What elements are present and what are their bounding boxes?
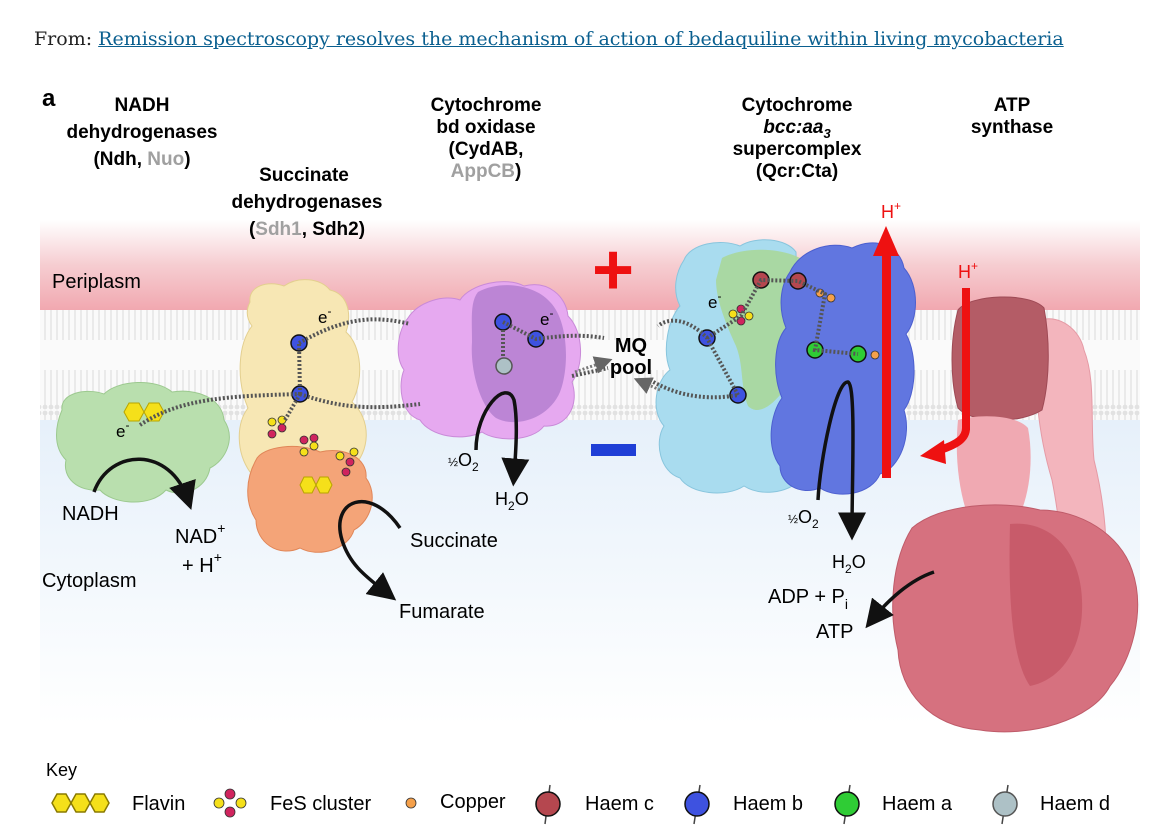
ndh-electron: e- xyxy=(116,418,129,441)
svg-text:dehydrogenases: dehydrogenases xyxy=(232,192,383,213)
proton-label-atp: H+ xyxy=(958,259,978,282)
copper-icon xyxy=(405,797,417,809)
qcr-water-label: H2O xyxy=(832,552,866,576)
svg-text:Cytochrome: Cytochrome xyxy=(431,95,542,116)
mq-arrows xyxy=(574,356,661,394)
ndh-title: NADH dehydrogenases (Ndh, Nuo) xyxy=(67,95,218,170)
svg-text:AppCB): AppCB) xyxy=(451,161,522,182)
svg-text:pool: pool xyxy=(610,357,652,379)
haem-a-icon xyxy=(834,784,860,825)
key-haem-d-label: Haem d xyxy=(1040,793,1110,815)
key-haem-a-label: Haem a xyxy=(882,793,953,815)
key-haem-c-label: Haem c xyxy=(585,793,654,815)
succinate-label: Succinate xyxy=(410,530,498,552)
cytoplasm-label: Cytoplasm xyxy=(42,570,136,592)
electron-paths xyxy=(138,277,859,427)
key-legend: Key Flavin FeS cluster Copper Haem c Hae… xyxy=(46,760,1110,825)
nadh-label: NADH xyxy=(62,503,119,525)
fumarate-label: Fumarate xyxy=(399,601,485,623)
svg-text:dehydrogenases: dehydrogenases xyxy=(67,122,218,143)
key-fes-label: FeS cluster xyxy=(270,793,371,815)
reaction-arrows xyxy=(92,380,935,629)
svg-text:supercomplex: supercomplex xyxy=(733,139,862,160)
proton-label-qcr: H+ xyxy=(881,199,901,222)
haem-c-icon xyxy=(535,784,561,825)
cyd-water-label: H2O xyxy=(495,489,529,513)
haem-b-icon xyxy=(684,784,710,825)
svg-text:bcc:aa3: bcc:aa3 xyxy=(763,117,831,141)
cyd-electron: e- xyxy=(540,306,553,329)
qcr-electron: e- xyxy=(708,289,721,312)
svg-text:NADH: NADH xyxy=(115,95,170,116)
mq-pool-label: MQ pool xyxy=(610,335,652,379)
nad-label: NAD+ xyxy=(175,520,225,548)
svg-text:Succinate: Succinate xyxy=(259,165,349,186)
key-flavin-label: Flavin xyxy=(132,793,185,815)
key-title: Key xyxy=(46,760,77,780)
svg-text:Cytochrome: Cytochrome xyxy=(742,95,853,116)
svg-text:synthase: synthase xyxy=(971,117,1053,138)
key-haem-b-label: Haem b xyxy=(733,793,803,815)
qcr-oxygen-label: ½O2 xyxy=(788,507,819,531)
fes-cluster-icon xyxy=(213,788,247,818)
svg-text:(Ndh, Nuo): (Ndh, Nuo) xyxy=(93,149,190,170)
atp-synthase-title: ATP synthase xyxy=(971,95,1053,138)
sdh-flavin xyxy=(299,476,333,494)
haem-d-icon xyxy=(992,784,1018,825)
from-prefix: From: xyxy=(34,28,93,50)
adp-label: ADP + Pi xyxy=(768,586,848,612)
periplasm-region xyxy=(40,220,1140,310)
svg-text:(Qcr:Cta): (Qcr:Cta) xyxy=(756,161,838,182)
source-line: From: Remission spectroscopy resolves th… xyxy=(34,28,1064,50)
positive-side-sign: + xyxy=(592,230,634,310)
atp-synthase-stalk xyxy=(956,416,1031,526)
svg-text:(Sdh1, Sdh2): (Sdh1, Sdh2) xyxy=(249,219,365,240)
svg-text:ATP: ATP xyxy=(994,95,1031,116)
qcr-fes-cluster xyxy=(728,304,754,326)
cyd-title: Cytochrome bd oxidase (CydAB, AppCB) xyxy=(431,95,542,182)
cyd-haem-d xyxy=(495,357,513,375)
key-copper-label: Copper xyxy=(440,791,506,813)
respiratory-chain-diagram: a Periplasm Cytoplasm NADH dehydrogenase… xyxy=(40,85,1140,825)
panel-label: a xyxy=(42,85,56,112)
atp-label: ATP xyxy=(816,621,853,643)
sdh-title: Succinate dehydrogenases (Sdh1, Sdh2) xyxy=(232,165,383,240)
ndh-protein xyxy=(56,381,230,503)
article-link[interactable]: Remission spectroscopy resolves the mech… xyxy=(98,28,1064,50)
periplasm-label: Periplasm xyxy=(52,271,141,293)
qcr-title: Cytochrome bcc:aa3 supercomplex (Qcr:Cta… xyxy=(733,95,862,182)
cyd-oxygen-label: ½O2 xyxy=(448,450,479,474)
nad-h-label: + H+ xyxy=(182,549,222,577)
atp-synthase-f1-shade xyxy=(1009,523,1083,686)
proton-arrows xyxy=(873,226,970,478)
svg-text:MQ: MQ xyxy=(615,335,647,357)
flavin-icon xyxy=(51,793,110,813)
negative-side-sign xyxy=(591,444,636,456)
sdh-fes-clusters xyxy=(267,415,359,477)
svg-text:bd oxidase: bd oxidase xyxy=(436,117,535,138)
svg-text:(CydAB,: (CydAB, xyxy=(449,139,524,160)
atp-synthase-fo xyxy=(951,296,1049,421)
sdh-electron: e- xyxy=(318,304,331,327)
